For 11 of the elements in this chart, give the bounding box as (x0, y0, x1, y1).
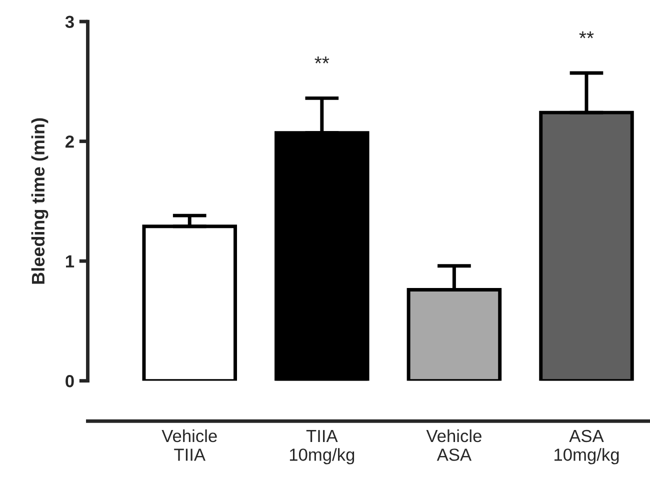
x-tick-label: ASA 10mg/kg (554, 430, 619, 464)
y-tick-label: 3 (65, 16, 74, 28)
annotation: ** (579, 31, 594, 38)
y-tick-label: 0 (66, 374, 74, 388)
y-axis-title: Bleeding time (min) (31, 118, 48, 284)
y-tick-label: 1 (66, 255, 74, 268)
x-tick-label: Vehicle TIIA (162, 429, 217, 461)
x-tick-label: Vehicle ASA (426, 429, 482, 461)
y-tick-label: 2 (66, 135, 74, 148)
annotation: ** (314, 56, 330, 64)
x-tick-label: TIIA 10mg/kg (290, 430, 354, 464)
